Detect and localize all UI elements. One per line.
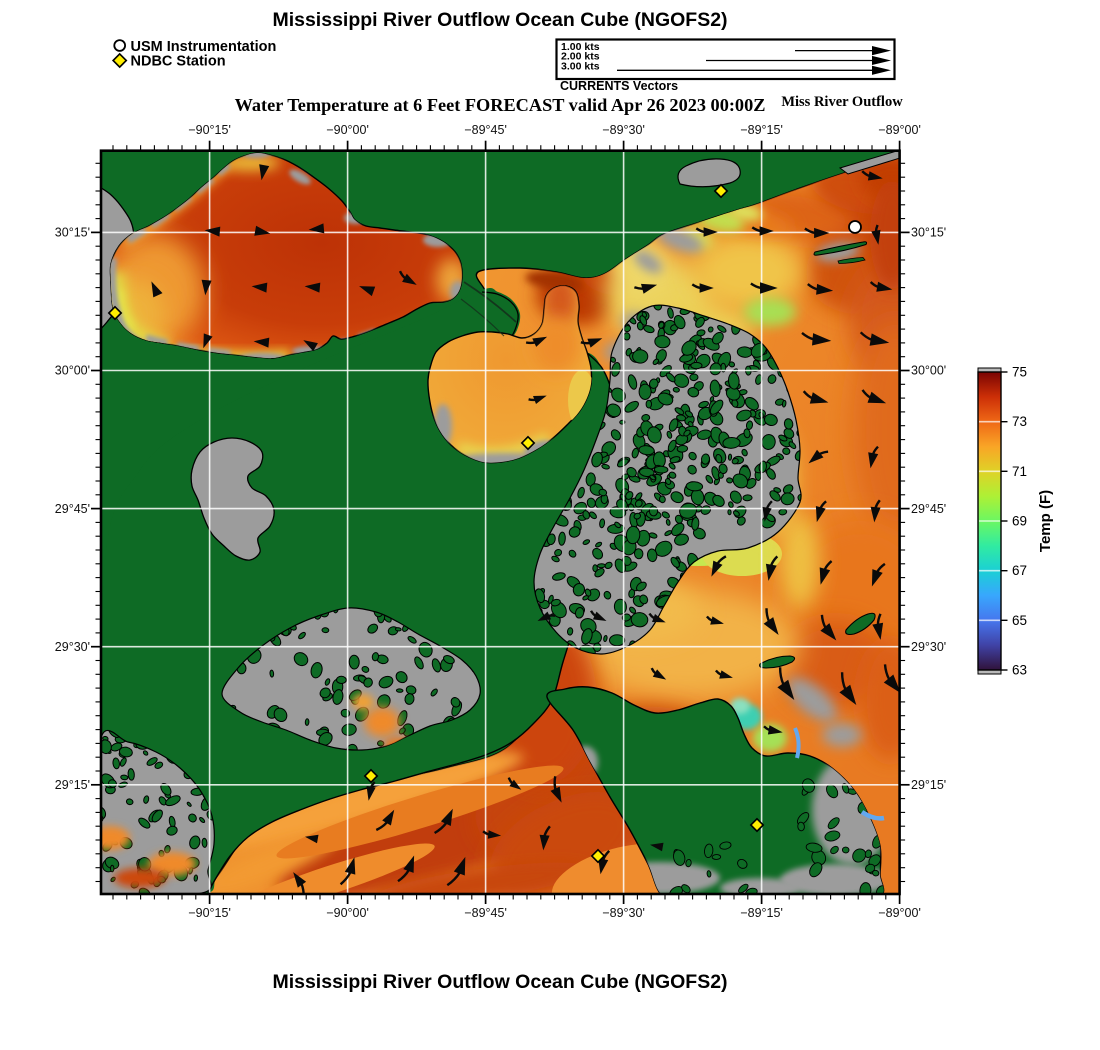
- svg-text:−90°00': −90°00': [326, 123, 369, 137]
- svg-text:30°00': 30°00': [55, 364, 90, 378]
- svg-text:−89°00': −89°00': [878, 123, 921, 137]
- svg-text:−90°15': −90°15': [188, 906, 231, 920]
- svg-text:69: 69: [1012, 514, 1027, 529]
- svg-text:Temp (F): Temp (F): [1037, 490, 1054, 552]
- svg-text:NDBC Station: NDBC Station: [131, 54, 226, 70]
- svg-text:−89°30': −89°30': [602, 123, 645, 137]
- svg-text:1.00 kts: 1.00 kts: [561, 41, 600, 53]
- svg-text:−90°15': −90°15': [188, 123, 231, 137]
- svg-text:3.00 kts: 3.00 kts: [561, 61, 600, 73]
- svg-text:−89°30': −89°30': [602, 906, 645, 920]
- svg-text:67: 67: [1012, 563, 1027, 578]
- svg-text:30°00': 30°00': [911, 364, 946, 378]
- svg-text:71: 71: [1012, 464, 1027, 479]
- svg-text:29°30': 29°30': [911, 640, 946, 654]
- svg-text:30°15': 30°15': [55, 226, 90, 240]
- svg-text:−89°15': −89°15': [740, 123, 783, 137]
- svg-text:−89°45': −89°45': [464, 906, 507, 920]
- svg-text:Mississippi River Outflow Ocea: Mississippi River Outflow Ocean Cube (NG…: [272, 971, 727, 993]
- svg-text:63: 63: [1012, 663, 1027, 678]
- svg-text:CURRENTS Vectors: CURRENTS Vectors: [560, 79, 678, 93]
- svg-text:65: 65: [1012, 613, 1027, 628]
- svg-text:2.00 kts: 2.00 kts: [561, 51, 600, 63]
- svg-text:Mississippi River Outflow Ocea: Mississippi River Outflow Ocean Cube (NG…: [272, 9, 727, 31]
- svg-text:29°45': 29°45': [911, 502, 946, 516]
- svg-text:75: 75: [1012, 365, 1027, 380]
- svg-text:Miss River Outflow: Miss River Outflow: [781, 94, 903, 110]
- svg-text:29°15': 29°15': [911, 778, 946, 792]
- svg-text:−89°45': −89°45': [464, 123, 507, 137]
- svg-text:Water Temperature at 6 Feet FO: Water Temperature at 6 Feet FORECAST val…: [235, 95, 766, 115]
- svg-text:−89°15': −89°15': [740, 906, 783, 920]
- svg-text:29°45': 29°45': [55, 502, 90, 516]
- svg-text:USM Instrumentation: USM Instrumentation: [131, 39, 277, 55]
- svg-text:−90°00': −90°00': [326, 906, 369, 920]
- svg-text:−89°00': −89°00': [878, 906, 921, 920]
- svg-text:30°15': 30°15': [911, 226, 946, 240]
- svg-text:73: 73: [1012, 414, 1027, 429]
- svg-text:29°30': 29°30': [55, 640, 90, 654]
- svg-text:29°15': 29°15': [55, 778, 90, 792]
